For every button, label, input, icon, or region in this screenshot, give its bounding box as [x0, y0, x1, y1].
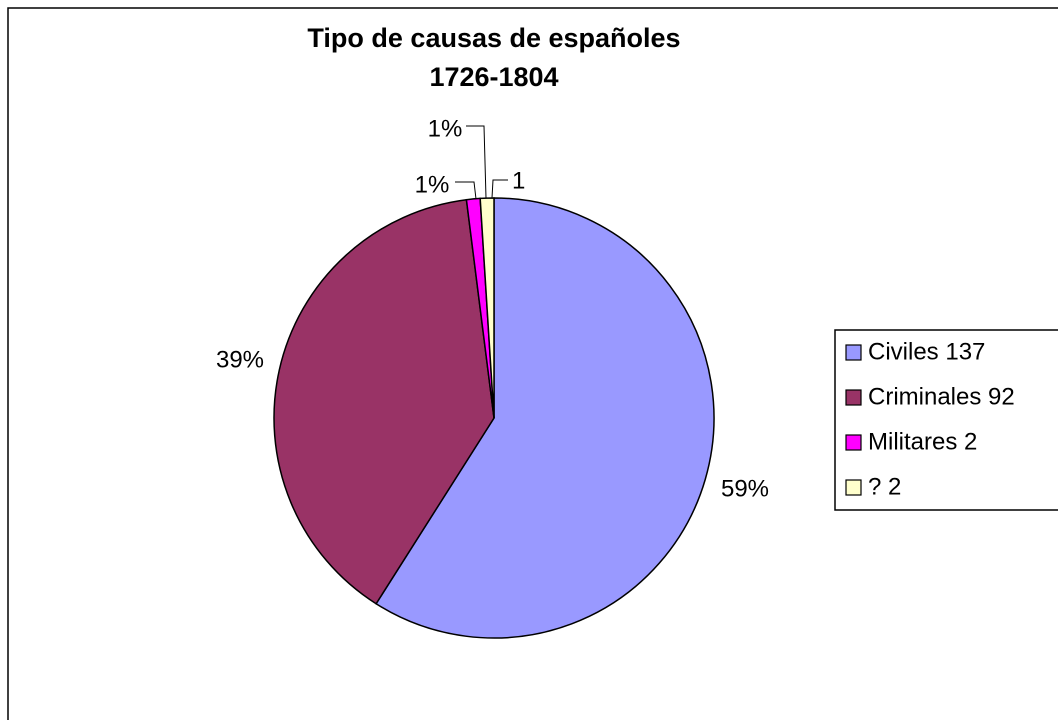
pie-slice	[479, 197, 495, 419]
pie-slice	[273, 198, 495, 605]
annotation: 1	[512, 167, 525, 194]
legend-label: Civiles 137	[868, 338, 985, 365]
legend-label: Militares 2	[868, 428, 977, 455]
chart-title: Tipo de causas de españoles	[307, 23, 680, 53]
legend	[834, 329, 1058, 511]
chart-subtitle: 1726-1804	[429, 62, 558, 92]
legend-swatch	[845, 479, 862, 496]
legend-label: ? 2	[868, 473, 901, 500]
data-label: 1%	[415, 171, 450, 198]
data-label: 59%	[721, 475, 769, 502]
leader-line	[466, 125, 487, 199]
legend-label: Criminales 92	[868, 383, 1015, 410]
data-label: 39%	[216, 346, 264, 373]
data-label: 1%	[428, 115, 463, 142]
legend-swatch	[845, 389, 862, 406]
pie-slice	[375, 197, 715, 639]
legend-swatch	[845, 434, 862, 451]
leader-line	[491, 179, 508, 199]
leader-line	[455, 181, 477, 200]
legend-swatch	[845, 344, 862, 361]
